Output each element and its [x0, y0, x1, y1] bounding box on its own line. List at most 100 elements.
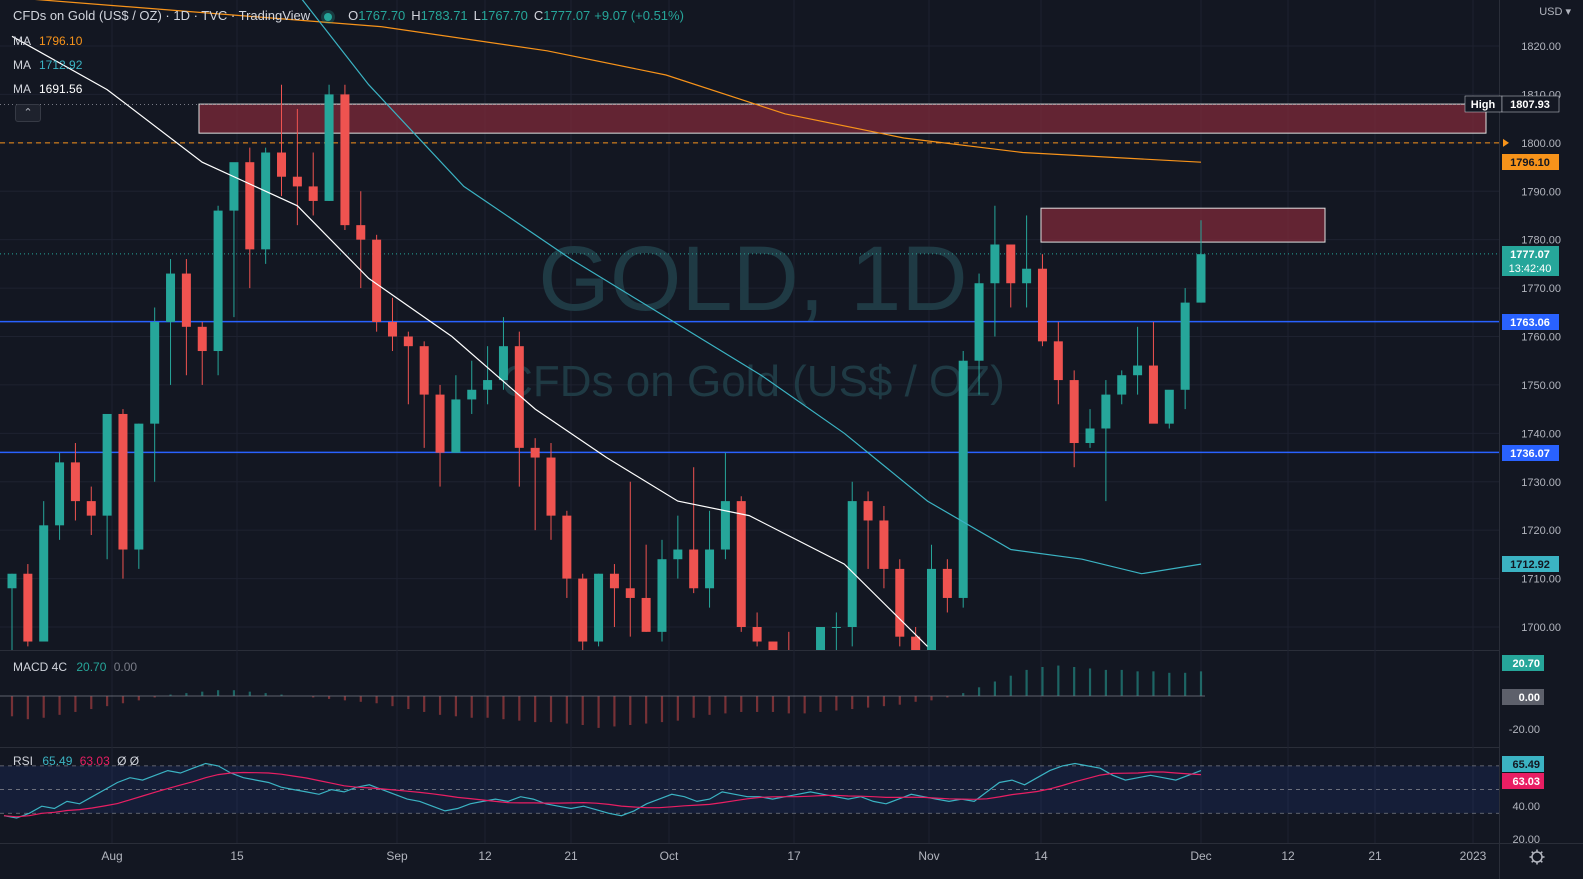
high-label: High	[1471, 99, 1496, 111]
ma-legend-3[interactable]: MA 1691.56	[13, 82, 83, 96]
candle-body	[1022, 268, 1032, 284]
rsi-axis-label: 20.00	[1512, 834, 1540, 846]
candle-body	[7, 573, 17, 589]
candle-body	[657, 559, 667, 632]
symbol-header: CFDs on Gold (US$ / OZ) · 1D · TVC · Tra…	[13, 8, 684, 23]
price-tick-label: 1760.00	[1521, 332, 1561, 344]
candle-body	[514, 346, 524, 448]
macd-axis-label-bg	[1502, 655, 1544, 671]
candle-body	[895, 568, 905, 637]
macd-axis-label: 0.00	[1519, 692, 1540, 704]
candle-body	[1148, 365, 1158, 424]
ma-value-1: 1796.10	[39, 34, 83, 48]
moving-average-line	[301, 0, 1202, 575]
time-tick-label: 15	[230, 849, 244, 863]
candle-body	[308, 186, 318, 201]
low-label: L	[473, 8, 481, 23]
price-tick-label: 1780.00	[1521, 235, 1561, 247]
candle-body	[340, 94, 350, 226]
countdown-label: 13:42:40	[1509, 263, 1552, 275]
time-tick-label: 14	[1034, 849, 1048, 863]
candle-body	[974, 283, 984, 361]
time-tick-label: 2023	[1460, 849, 1487, 863]
watermark-subtitle: CFDs on Gold (US$ / OZ)	[501, 357, 1005, 406]
candle-body	[261, 152, 271, 250]
time-tick-label: 12	[478, 849, 492, 863]
candle-body	[831, 627, 841, 628]
collapse-legend-button[interactable]: ⌃	[15, 104, 41, 122]
candle-body	[181, 273, 191, 327]
time-tick-label: Sep	[386, 849, 408, 863]
macd-axis-label-bg	[1502, 689, 1544, 705]
time-tick-label: Oct	[660, 849, 679, 863]
price-tick-label: 1820.00	[1521, 41, 1561, 53]
moving-average-line	[34, 0, 1202, 163]
main-pane	[0, 0, 1499, 650]
candle-body	[689, 549, 699, 589]
open-label: O	[348, 8, 359, 23]
high-value: 1783.71	[420, 8, 468, 23]
macd-legend[interactable]: MACD 4C 20.70 0.00	[13, 660, 138, 674]
candle-body	[530, 447, 540, 458]
macd-histogram	[10, 665, 1203, 728]
candle-body	[1101, 394, 1111, 429]
candle-body	[387, 321, 397, 337]
time-tick-label: 21	[564, 849, 578, 863]
candle-body	[911, 636, 921, 650]
resistance-zone	[1040, 207, 1326, 243]
alert-marker	[1503, 138, 1509, 147]
market-status-icon	[324, 12, 333, 21]
price-tick-label: 1790.00	[1521, 186, 1561, 198]
ma-legend-2[interactable]: MA 1712.92	[13, 58, 83, 72]
moving-average-line	[11, 35, 928, 647]
symbol-title[interactable]: CFDs on Gold (US$ / OZ) · 1D · TVC · Tra…	[13, 8, 311, 23]
price-tick-label: 1800.00	[1521, 138, 1561, 150]
candle-body	[197, 326, 207, 352]
candle-body	[1085, 428, 1095, 444]
settings-gear-icon[interactable]	[1529, 849, 1545, 865]
candle-body	[705, 549, 715, 589]
candle-body	[1053, 341, 1063, 381]
candle-body	[736, 501, 746, 627]
candle-body	[134, 423, 144, 550]
time-tick-label: 17	[787, 849, 801, 863]
candle-body	[1196, 254, 1206, 303]
candle-body	[990, 244, 1000, 284]
price-tick-label: 1700.00	[1521, 622, 1561, 634]
candle-body	[1069, 380, 1079, 444]
price-label-text: 1736.07	[1510, 448, 1550, 460]
currency-selector[interactable]: USD ▾	[1539, 6, 1571, 18]
candle-body	[118, 413, 128, 550]
ma-legend-1[interactable]: MA 1796.10	[13, 34, 83, 48]
price-label-1736.07: 1736.07	[1502, 445, 1559, 461]
candle-body	[403, 336, 413, 347]
rsi-ma-line	[3, 771, 1202, 818]
resistance-zone	[198, 103, 1487, 134]
candle-body	[70, 462, 80, 502]
time-tick-label: Aug	[101, 849, 122, 863]
ma-value-2: 1712.92	[39, 58, 83, 72]
rsi-axis-label-bg	[1502, 756, 1544, 772]
candle-body	[102, 413, 112, 516]
candle-body	[1006, 244, 1016, 284]
candle-body	[958, 360, 968, 598]
ma-value-3: 1691.56	[39, 82, 83, 96]
rsi-line	[3, 762, 1202, 819]
candle-body	[277, 152, 287, 177]
rsi-legend[interactable]: RSI 65.49 63.03 Ø Ø	[13, 754, 140, 768]
low-value: 1767.70	[480, 8, 528, 23]
candle-body	[1117, 375, 1127, 395]
candle-body	[673, 549, 683, 560]
price-tick-label: 1740.00	[1521, 428, 1561, 440]
rsi-axis-label: 65.49	[1512, 759, 1540, 771]
price-tick-label: 1770.00	[1521, 283, 1561, 295]
candle-body	[166, 273, 176, 322]
close-value: 1777.07	[543, 8, 591, 23]
candle-body	[720, 501, 730, 550]
candle-body	[356, 225, 366, 240]
watermark-title: GOLD, 1D	[538, 228, 967, 330]
candle-body	[419, 346, 429, 395]
candle-body	[546, 457, 556, 516]
